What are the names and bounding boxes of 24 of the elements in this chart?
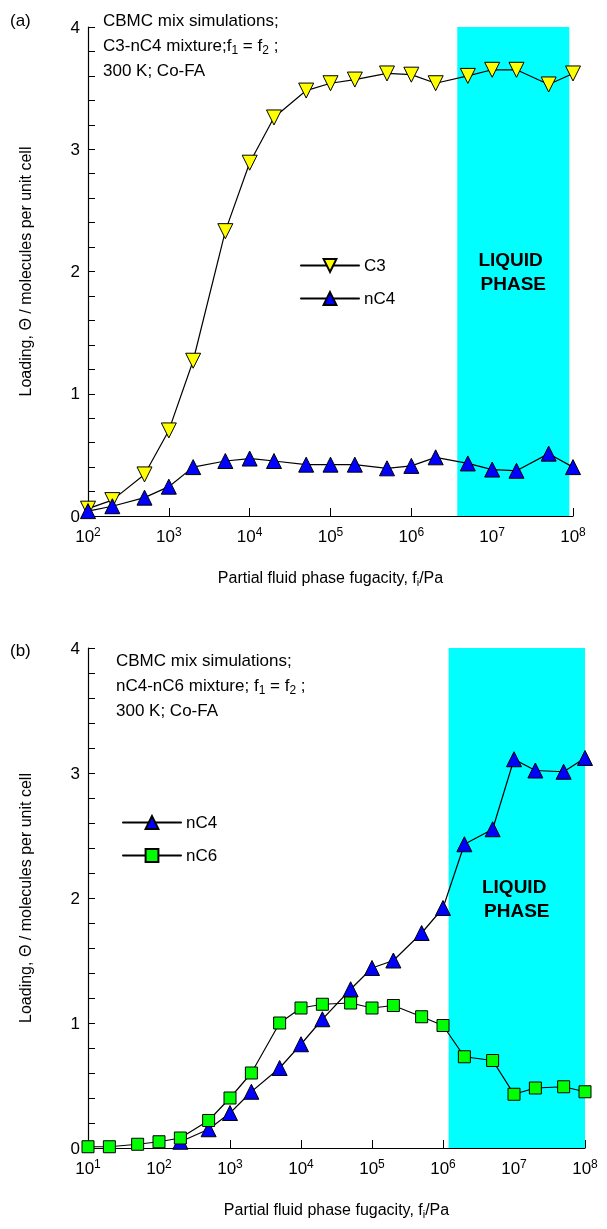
text: (a) <box>10 11 31 30</box>
y-tick-label: 4 <box>70 17 80 37</box>
y-axis-title: Loading, Θ / molecules per unit cell <box>16 773 34 1023</box>
y-tick-label: 1 <box>70 384 80 404</box>
legend-label: nC6 <box>186 846 218 865</box>
legend-label: C3 <box>364 256 386 275</box>
text: (b) <box>10 641 31 660</box>
annotation: CBMC mix simulations; <box>103 11 279 30</box>
annotation: 300 K; Co-FA <box>103 61 206 80</box>
y-tick-label: 2 <box>70 262 80 281</box>
y-axis-title: Loading, Θ / molecules per unit cell <box>16 146 34 397</box>
band-label: LIQUID PHASE <box>481 875 552 921</box>
band-label: LIQUID PHASE <box>478 249 549 294</box>
legend-label: nC4 <box>364 289 396 308</box>
y-tick-label: 3 <box>70 763 80 783</box>
y-tick-label: 0 <box>70 1138 80 1158</box>
legend-label: nC4 <box>186 813 218 832</box>
annotation: CBMC mix simulations; <box>116 651 292 670</box>
y-tick-label: 4 <box>70 638 80 658</box>
y-tick-label: 0 <box>70 506 80 526</box>
y-tick-label: 3 <box>70 139 80 159</box>
y-tick-label: 2 <box>70 888 80 908</box>
annotation: 300 K; Co-FA <box>116 701 219 720</box>
y-tick-label: 1 <box>70 1013 80 1033</box>
